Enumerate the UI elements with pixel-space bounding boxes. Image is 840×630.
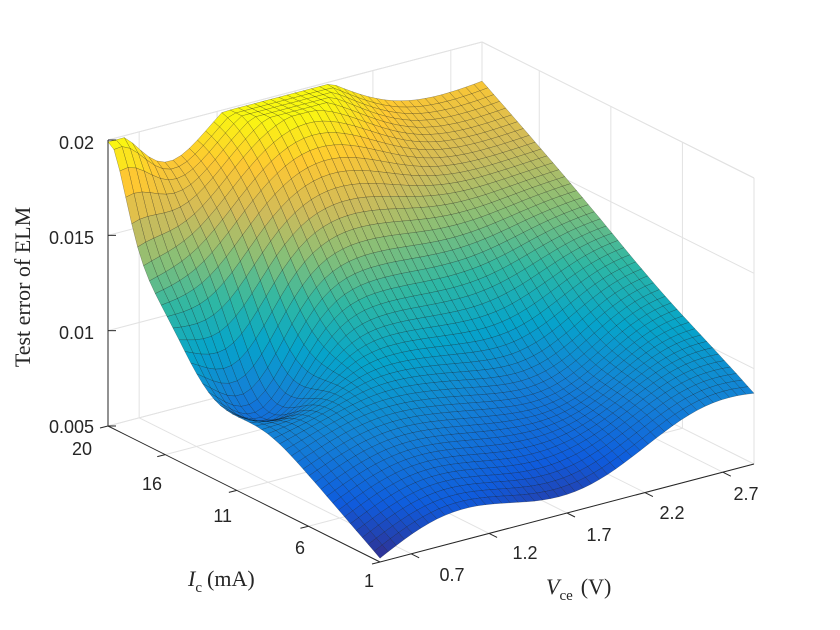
axes (99, 139, 755, 565)
y-axis-label-unit: (mA) (207, 566, 255, 591)
x-axis-label-sub: ce (559, 588, 573, 604)
box-edge (107, 41, 483, 141)
x-axis-label-unit: (V) (581, 574, 612, 599)
box-edge (481, 41, 755, 179)
z-tick-label: 0.02 (59, 133, 94, 153)
x-tick-mark (566, 512, 576, 518)
surface-patch (373, 544, 389, 559)
x-tick-mark (410, 553, 420, 559)
surface-mesh (107, 80, 755, 559)
x-tick-mark (488, 532, 498, 538)
y-axis-label-main: I (187, 566, 197, 591)
y-tick-mark (99, 425, 109, 429)
y-tick-mark (228, 489, 237, 493)
x-tick-label: 2.7 (733, 484, 758, 504)
x-tick-label: 0.7 (439, 565, 464, 585)
z-axis-label: Test error of ELM (10, 207, 35, 367)
y-tick-mark (371, 561, 381, 565)
x-tick-mark (722, 471, 732, 477)
y-tick-label: 16 (142, 474, 162, 494)
y-tick-mark (157, 454, 166, 458)
z-tick-label: 0.015 (49, 228, 94, 248)
z-tick-label: 0.01 (59, 323, 94, 343)
y-axis-tick-labels: 20 16 11 6 1 (72, 439, 374, 591)
x-axis-tick-labels: 0.7 1.2 1.7 2.2 2.7 (439, 484, 758, 585)
y-tick-label: 20 (72, 439, 92, 459)
x-axis-label-main: V (546, 574, 562, 599)
x-tick-label: 1.2 (512, 543, 537, 563)
z-tick-label: 0.005 (49, 417, 94, 437)
y-tick-mark (300, 525, 309, 529)
y-axis-label: Ic (mA) (187, 566, 255, 596)
y-axis-label-sub: c (195, 580, 202, 596)
x-tick-label: 1.7 (586, 525, 611, 545)
y-tick-label: 11 (213, 506, 232, 526)
y-tick-label: 1 (364, 571, 374, 591)
z-axis-tick-labels: 0.005 0.01 0.015 0.02 (49, 133, 94, 437)
x-tick-mark (644, 492, 654, 498)
y-tick-label: 6 (295, 538, 305, 558)
x-axis-label: Vce (V) (546, 574, 611, 604)
x-tick-label: 2.2 (659, 503, 684, 523)
y-axis-line (107, 425, 381, 563)
